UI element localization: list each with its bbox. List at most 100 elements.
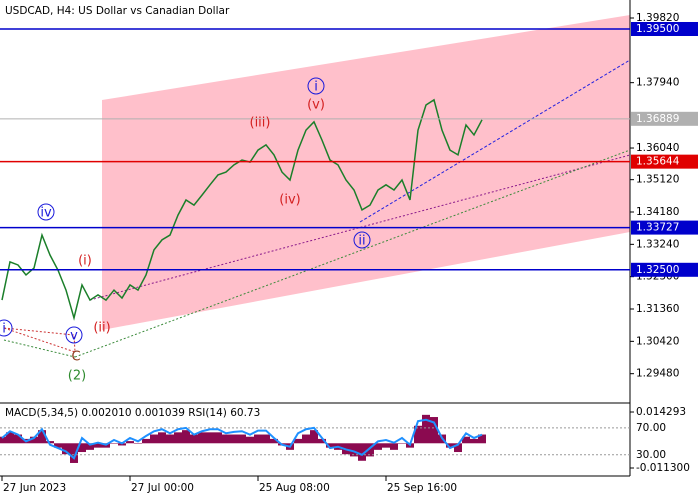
macd-bar bbox=[230, 434, 238, 444]
macd-bar bbox=[46, 441, 54, 444]
y-tick-label: 1.36040 bbox=[636, 142, 679, 154]
macd-bar bbox=[14, 434, 22, 444]
channel bbox=[102, 15, 630, 330]
wave-label: (i) bbox=[78, 254, 92, 269]
macd-bar bbox=[478, 434, 486, 444]
y-tick-label: 1.29480 bbox=[636, 368, 679, 380]
macd-bar bbox=[254, 434, 262, 444]
wave-circle bbox=[0, 319, 13, 337]
macd-bar bbox=[270, 438, 278, 444]
macd-bar bbox=[366, 443, 374, 457]
macd-bar bbox=[198, 432, 206, 444]
macd-bar bbox=[126, 441, 134, 444]
macd-bar bbox=[422, 414, 430, 444]
wave-label: (v) bbox=[307, 98, 325, 113]
macd-bar bbox=[318, 438, 326, 444]
y-tick-label: 1.39820 bbox=[636, 12, 679, 24]
macd-bar bbox=[206, 432, 214, 444]
level-label: 1.32500 bbox=[636, 264, 679, 276]
macd-bar bbox=[294, 438, 302, 444]
macd-bar bbox=[446, 443, 454, 448]
rsi-tick-label: 70.00 bbox=[636, 422, 666, 434]
macd-bar bbox=[398, 443, 406, 444]
macd-bar bbox=[78, 443, 86, 453]
y-tick-label: 1.37940 bbox=[636, 77, 679, 89]
macd-bar bbox=[382, 443, 390, 448]
macd-bar bbox=[262, 434, 270, 444]
x-tick-label: 25 Aug 08:00 bbox=[259, 482, 330, 494]
y-tick-label: 1.33240 bbox=[636, 238, 679, 250]
macd-bar bbox=[134, 443, 142, 444]
y-tick-label: 1.35120 bbox=[636, 174, 679, 186]
macd-bar bbox=[150, 434, 158, 444]
wave-line bbox=[3, 327, 76, 353]
x-tick-label: 27 Jul 00:00 bbox=[131, 482, 194, 494]
y-tick-label: 1.31360 bbox=[636, 303, 679, 315]
wave-label: v bbox=[70, 329, 78, 344]
macd-tick-label: 0.014293 bbox=[636, 406, 686, 418]
macd-bar bbox=[62, 443, 70, 455]
macd-bar bbox=[142, 438, 150, 444]
y-tick-label: 1.34180 bbox=[636, 206, 679, 218]
level-label-box bbox=[631, 21, 698, 36]
macd-bar bbox=[30, 436, 38, 444]
macd-bar bbox=[38, 430, 46, 444]
wave-circle bbox=[37, 203, 55, 221]
wave-circle bbox=[65, 326, 83, 344]
price-line bbox=[1, 98, 483, 321]
macd-bar bbox=[70, 443, 78, 463]
level-label: 1.33727 bbox=[636, 222, 679, 234]
x-tick-label: 25 Sep 16:00 bbox=[387, 482, 457, 494]
macd-bar bbox=[326, 443, 334, 448]
macd-bar bbox=[190, 434, 198, 444]
macd-bar bbox=[414, 425, 422, 444]
macd-bar bbox=[222, 434, 230, 444]
macd-bar bbox=[0, 436, 6, 444]
macd-bar bbox=[470, 438, 478, 444]
macd-bar bbox=[358, 443, 366, 461]
macd-bar bbox=[110, 443, 118, 444]
macd-bar bbox=[310, 430, 318, 444]
level-label-box bbox=[631, 262, 698, 277]
macd-bar bbox=[158, 432, 166, 444]
wave-label: C bbox=[71, 350, 80, 365]
macd-bar bbox=[166, 434, 174, 444]
rsi-tick-label: 30.00 bbox=[636, 449, 666, 461]
macd-bar bbox=[182, 430, 190, 444]
level-label: 1.39500 bbox=[636, 23, 679, 35]
macd-bar bbox=[454, 443, 462, 453]
chart-title: USDCAD, H4: US Dollar vs Canadian Dollar bbox=[5, 5, 230, 17]
y-tick-label: 1.30420 bbox=[636, 335, 679, 347]
level-label-box bbox=[631, 154, 698, 169]
trend-line bbox=[89, 154, 631, 301]
macd-bar bbox=[350, 443, 358, 457]
x-tick-label: 27 Jun 2023 bbox=[3, 482, 66, 494]
macd-bar bbox=[214, 432, 222, 444]
wave-circle bbox=[353, 231, 371, 249]
trend-line bbox=[359, 59, 631, 223]
wave-label: (iv) bbox=[279, 193, 300, 208]
macd-bar bbox=[302, 434, 310, 444]
wave-label: (iii) bbox=[250, 116, 271, 131]
macd-bar bbox=[174, 432, 182, 444]
macd-bar bbox=[86, 443, 94, 450]
wave-label: (ii) bbox=[93, 321, 110, 336]
wave-label: ii bbox=[358, 234, 365, 249]
indicator-title: MACD(5,34,5) 0.002010 0.001039 RSI(14) 6… bbox=[5, 407, 260, 419]
macd-bar bbox=[238, 434, 246, 444]
trend-line bbox=[74, 149, 631, 358]
macd-bar bbox=[246, 436, 254, 444]
wave-line bbox=[3, 339, 76, 358]
macd-bar bbox=[54, 443, 62, 448]
wave-label: i bbox=[314, 80, 318, 95]
level-label: 1.36889 bbox=[636, 113, 679, 125]
wave-label: i bbox=[2, 322, 6, 337]
macd-bar bbox=[390, 443, 398, 450]
macd-bar bbox=[430, 417, 438, 444]
wave-label: (2) bbox=[68, 369, 86, 384]
rsi-line bbox=[1, 418, 483, 460]
macd-bar bbox=[6, 432, 14, 444]
wave-circle bbox=[307, 77, 325, 95]
wave-label: iv bbox=[40, 206, 52, 221]
